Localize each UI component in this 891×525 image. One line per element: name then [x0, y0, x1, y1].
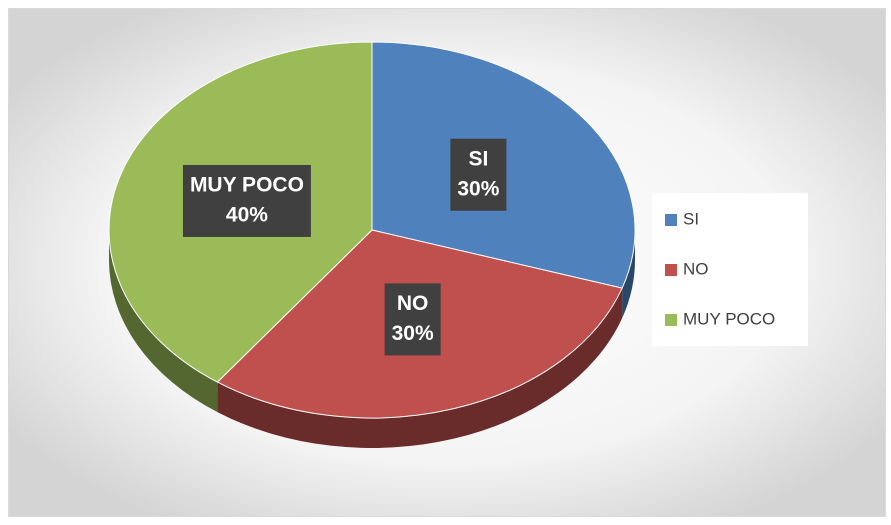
legend-label: NO [683, 259, 709, 278]
data-label-box [182, 164, 311, 237]
data-label-value: 30% [392, 322, 434, 345]
data-label-category: NO [397, 292, 429, 315]
data-label-box [384, 283, 441, 356]
data-label: SI 30% [450, 138, 507, 211]
data-label-value: 40% [226, 203, 268, 226]
legend-swatch [665, 214, 677, 226]
slice-side [217, 288, 623, 449]
legend-swatch [665, 314, 677, 326]
legend-box [652, 193, 808, 346]
data-label: MUY POCO 40% [182, 164, 311, 237]
legend-label: SI [683, 209, 699, 228]
slice-side [622, 230, 635, 319]
slice-side [109, 230, 218, 413]
data-label-category: SI [468, 147, 488, 170]
legend-swatch [665, 264, 677, 276]
data-label-value: 30% [457, 177, 499, 200]
data-label-box [450, 138, 507, 211]
legend-label: MUY POCO [683, 309, 775, 328]
data-label-category: MUY POCO [190, 173, 304, 196]
data-label: NO 30% [384, 283, 441, 356]
